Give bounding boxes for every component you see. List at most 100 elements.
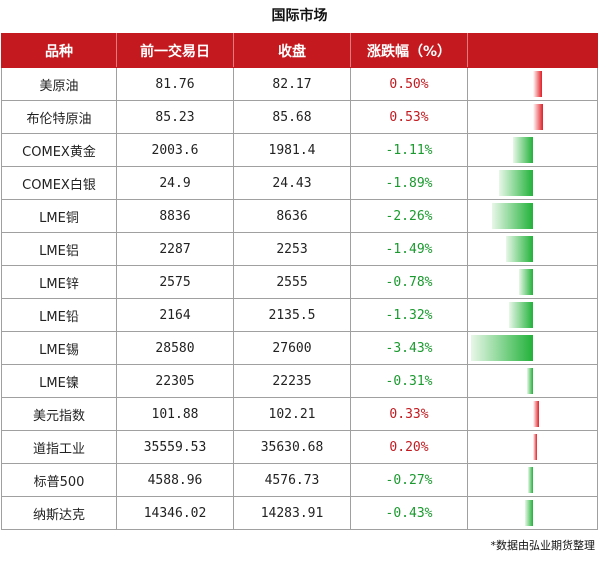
change-bar — [527, 368, 533, 394]
change-bar — [533, 434, 537, 460]
row-close: 82.17 — [233, 67, 351, 101]
row-bar-cell — [467, 298, 598, 332]
table-row: LME镍 22305 22235 -0.31% — [1, 364, 598, 398]
row-name: 布伦特原油 — [1, 100, 117, 134]
row-prev: 2575 — [116, 265, 234, 299]
table-title: 国际市场 — [271, 8, 328, 24]
row-change: 0.20% — [350, 430, 468, 464]
row-change: -0.43% — [350, 496, 468, 530]
row-close: 14283.91 — [233, 496, 351, 530]
market-table: 品种 前一交易日 收盘 涨跌幅（%） 美原油 81.76 82.17 0.50% 布伦特… — [1, 33, 598, 530]
row-close: 4576.73 — [233, 463, 351, 497]
row-close: 27600 — [233, 331, 351, 365]
row-close: 24.43 — [233, 166, 351, 200]
row-change: -0.27% — [350, 463, 468, 497]
row-name: COMEX黄金 — [1, 133, 117, 167]
row-prev: 22305 — [116, 364, 234, 398]
row-name: 道指工业 — [1, 430, 117, 464]
row-bar-cell — [467, 430, 598, 464]
table-row: 纳斯达克 14346.02 14283.91 -0.43% — [1, 496, 598, 530]
row-name: 纳斯达克 — [1, 496, 117, 530]
row-close: 2253 — [233, 232, 351, 266]
row-bar-cell — [467, 364, 598, 398]
row-prev: 14346.02 — [116, 496, 234, 530]
row-name: LME铝 — [1, 232, 117, 266]
row-bar-cell — [467, 463, 598, 497]
header-prev-day: 前一交易日 — [116, 33, 234, 68]
source-note: *数据由弘业期货整理 — [490, 539, 596, 552]
row-bar-cell — [467, 133, 598, 167]
header-change-pct: 涨跌幅（%） — [350, 33, 468, 68]
row-name: LME镍 — [1, 364, 117, 398]
row-name: 标普500 — [1, 463, 117, 497]
row-prev: 8836 — [116, 199, 234, 233]
header-variety: 品种 — [1, 33, 117, 68]
table-row: LME铜 8836 8636 -2.26% — [1, 199, 598, 233]
row-name: LME锌 — [1, 265, 117, 299]
row-change: 0.53% — [350, 100, 468, 134]
row-name: 美元指数 — [1, 397, 117, 431]
row-change: 0.50% — [350, 67, 468, 101]
table-row: LME锡 28580 27600 -3.43% — [1, 331, 598, 365]
row-change: -1.32% — [350, 298, 468, 332]
table-row: LME铅 2164 2135.5 -1.32% — [1, 298, 598, 332]
table-row: COMEX白银 24.9 24.43 -1.89% — [1, 166, 598, 200]
row-name: 美原油 — [1, 67, 117, 101]
row-close: 8636 — [233, 199, 351, 233]
table-row: 布伦特原油 85.23 85.68 0.53% — [1, 100, 598, 134]
table-row: COMEX黄金 2003.6 1981.4 -1.11% — [1, 133, 598, 167]
change-bar — [533, 104, 543, 130]
row-change: -0.78% — [350, 265, 468, 299]
row-change: 0.33% — [350, 397, 468, 431]
header-row: 品种 前一交易日 收盘 涨跌幅（%） — [1, 33, 598, 68]
row-prev: 101.88 — [116, 397, 234, 431]
row-prev: 85.23 — [116, 100, 234, 134]
row-bar-cell — [467, 331, 598, 365]
table-row: 标普500 4588.96 4576.73 -0.27% — [1, 463, 598, 497]
table-row: 美原油 81.76 82.17 0.50% — [1, 67, 598, 101]
change-bar — [513, 137, 533, 163]
header-close: 收盘 — [233, 33, 351, 68]
change-bar — [492, 203, 533, 229]
row-prev: 2003.6 — [116, 133, 234, 167]
row-bar-cell — [467, 100, 598, 134]
row-close: 85.68 — [233, 100, 351, 134]
row-bar-cell — [467, 232, 598, 266]
change-bar — [498, 170, 533, 196]
change-bar — [533, 401, 539, 427]
row-change: -1.89% — [350, 166, 468, 200]
row-name: LME铜 — [1, 199, 117, 233]
header-bar — [467, 33, 598, 68]
row-prev: 35559.53 — [116, 430, 234, 464]
row-name: LME锡 — [1, 331, 117, 365]
row-bar-cell — [467, 397, 598, 431]
row-change: -1.11% — [350, 133, 468, 167]
row-prev: 4588.96 — [116, 463, 234, 497]
row-change: -1.49% — [350, 232, 468, 266]
row-close: 22235 — [233, 364, 351, 398]
row-prev: 2164 — [116, 298, 234, 332]
change-bar — [528, 467, 533, 493]
row-change: -3.43% — [350, 331, 468, 365]
row-bar-cell — [467, 67, 598, 101]
row-prev: 2287 — [116, 232, 234, 266]
row-name: COMEX白银 — [1, 166, 117, 200]
row-change: -2.26% — [350, 199, 468, 233]
table-row: LME锌 2575 2555 -0.78% — [1, 265, 598, 299]
row-bar-cell — [467, 199, 598, 233]
row-close: 2135.5 — [233, 298, 351, 332]
row-close: 2555 — [233, 265, 351, 299]
change-bar — [518, 269, 533, 295]
row-bar-cell — [467, 265, 598, 299]
change-bar — [525, 500, 533, 526]
row-prev: 28580 — [116, 331, 234, 365]
row-prev: 24.9 — [116, 166, 234, 200]
row-name: LME铅 — [1, 298, 117, 332]
table-row: 道指工业 35559.53 35630.68 0.20% — [1, 430, 598, 464]
change-bar — [533, 71, 542, 97]
row-bar-cell — [467, 166, 598, 200]
row-bar-cell — [467, 496, 598, 530]
table-row: 美元指数 101.88 102.21 0.33% — [1, 397, 598, 431]
row-change: -0.31% — [350, 364, 468, 398]
row-close: 102.21 — [233, 397, 351, 431]
